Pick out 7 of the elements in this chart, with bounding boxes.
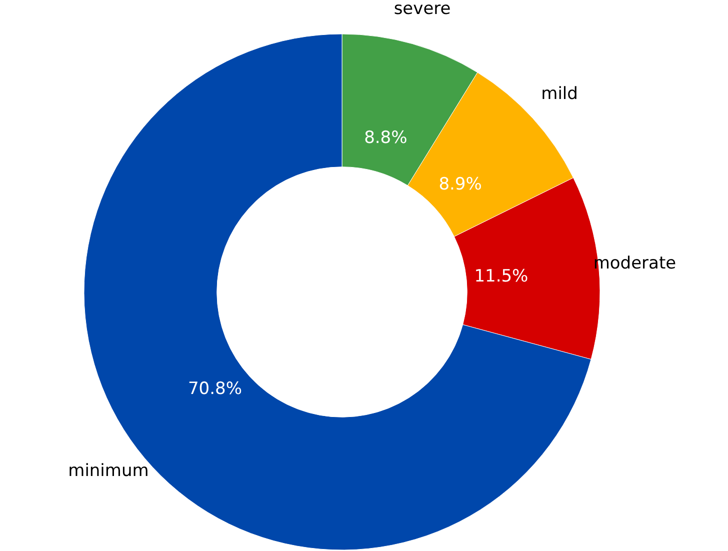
data-label: 8.9% [438, 174, 482, 194]
data-label: 70.8% [188, 379, 242, 400]
slice-label: minimum [68, 460, 149, 481]
data-label: 11.5% [474, 266, 528, 286]
data-label: 8.8% [364, 128, 408, 148]
slice-label: mild [541, 84, 578, 104]
slice-label: severe [394, 0, 451, 20]
